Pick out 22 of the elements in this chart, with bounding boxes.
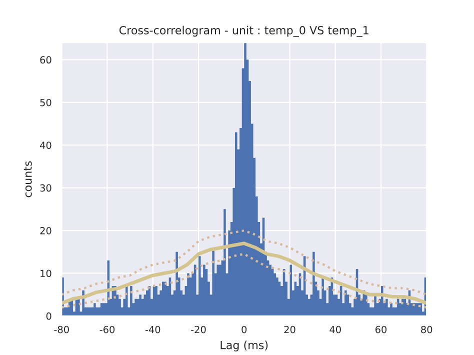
y-tick-label: 20 <box>40 227 52 234</box>
x-tick-label: 20 <box>284 326 296 334</box>
x-tick-label: -60 <box>100 326 115 334</box>
y-axis-title: counts <box>24 161 32 198</box>
y-tick-label: 60 <box>40 56 52 64</box>
line-series <box>62 252 427 309</box>
x-tick-label: -20 <box>191 326 206 334</box>
y-tick-label: 50 <box>40 98 52 106</box>
x-tick-label: -80 <box>54 326 69 334</box>
y-tick-label: 10 <box>40 270 52 278</box>
y-tick-label: 40 <box>40 142 52 149</box>
x-tick-label: -40 <box>145 326 160 334</box>
x-tick-label: 40 <box>330 326 341 334</box>
x-tick-label: 60 <box>375 326 387 334</box>
line-series <box>62 229 427 296</box>
y-tick-label: 30 <box>40 184 52 192</box>
x-tick-label: 0 <box>242 326 247 334</box>
y-tick-label: 0 <box>46 312 52 320</box>
chart-title: Cross-correlogram - unit : temp_0 VS temp_1 <box>119 26 368 37</box>
x-axis-title: Lag (ms) <box>220 340 268 352</box>
x-tick-label: 80 <box>421 326 432 334</box>
line-series <box>62 242 427 305</box>
